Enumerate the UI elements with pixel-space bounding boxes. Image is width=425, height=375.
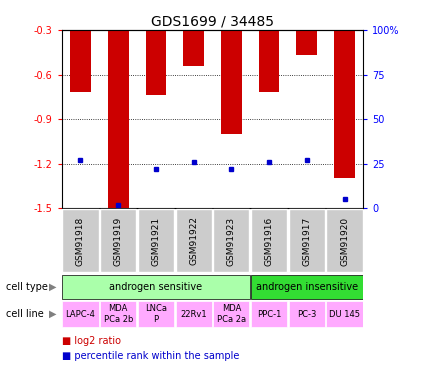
Bar xyxy=(100,301,136,327)
Bar xyxy=(70,30,91,92)
Text: GSM91919: GSM91919 xyxy=(114,216,123,266)
Bar xyxy=(176,301,212,327)
Text: GSM91922: GSM91922 xyxy=(189,216,198,266)
Bar xyxy=(213,209,249,272)
Text: ▶: ▶ xyxy=(49,282,57,292)
Bar xyxy=(213,301,249,327)
Text: GSM91920: GSM91920 xyxy=(340,216,349,266)
Bar xyxy=(334,30,355,178)
Bar xyxy=(100,209,136,272)
Title: GDS1699 / 34485: GDS1699 / 34485 xyxy=(151,15,274,29)
Bar xyxy=(62,209,99,272)
Bar xyxy=(108,30,129,208)
Text: GSM91918: GSM91918 xyxy=(76,216,85,266)
Text: LAPC-4: LAPC-4 xyxy=(65,310,96,319)
Bar xyxy=(62,275,250,299)
Text: LNCa
P: LNCa P xyxy=(145,304,167,324)
Text: GSM91917: GSM91917 xyxy=(302,216,311,266)
Bar xyxy=(138,209,174,272)
Text: GSM91923: GSM91923 xyxy=(227,216,236,266)
Bar xyxy=(289,301,325,327)
Bar xyxy=(251,275,363,299)
Text: cell type: cell type xyxy=(6,282,48,292)
Text: GSM91921: GSM91921 xyxy=(151,216,160,266)
Text: cell line: cell line xyxy=(6,309,44,319)
Text: ▶: ▶ xyxy=(49,309,57,319)
Bar xyxy=(138,301,174,327)
Text: GSM91916: GSM91916 xyxy=(265,216,274,266)
Text: MDA
PCa 2b: MDA PCa 2b xyxy=(104,304,133,324)
Bar xyxy=(326,209,363,272)
Text: androgen insensitive: androgen insensitive xyxy=(256,282,358,292)
Bar xyxy=(326,301,363,327)
Text: PPC-1: PPC-1 xyxy=(257,310,281,319)
Bar xyxy=(183,30,204,66)
Bar xyxy=(251,301,287,327)
Text: ■ log2 ratio: ■ log2 ratio xyxy=(62,336,121,346)
Bar xyxy=(296,30,317,55)
Bar xyxy=(62,301,99,327)
Text: DU 145: DU 145 xyxy=(329,310,360,319)
Bar xyxy=(289,209,325,272)
Bar xyxy=(221,30,242,134)
Text: 22Rv1: 22Rv1 xyxy=(180,310,207,319)
Text: PC-3: PC-3 xyxy=(297,310,317,319)
Bar xyxy=(259,30,280,92)
Bar xyxy=(176,209,212,272)
Bar xyxy=(145,30,166,95)
Bar xyxy=(251,209,287,272)
Text: ■ percentile rank within the sample: ■ percentile rank within the sample xyxy=(62,351,239,361)
Text: androgen sensitive: androgen sensitive xyxy=(109,282,202,292)
Text: MDA
PCa 2a: MDA PCa 2a xyxy=(217,304,246,324)
